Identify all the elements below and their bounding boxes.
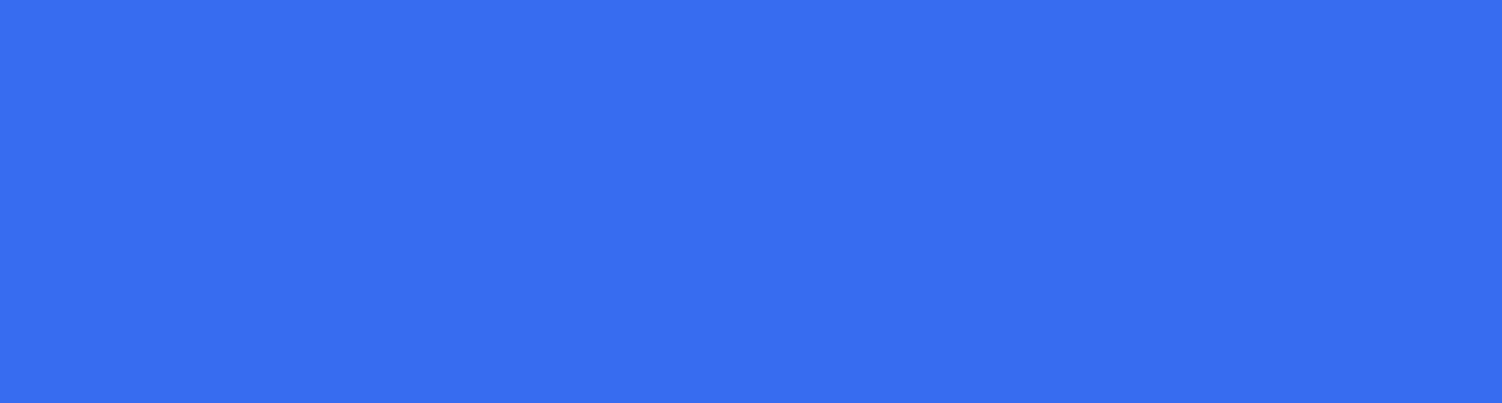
solid-blue-background <box>0 0 1502 403</box>
